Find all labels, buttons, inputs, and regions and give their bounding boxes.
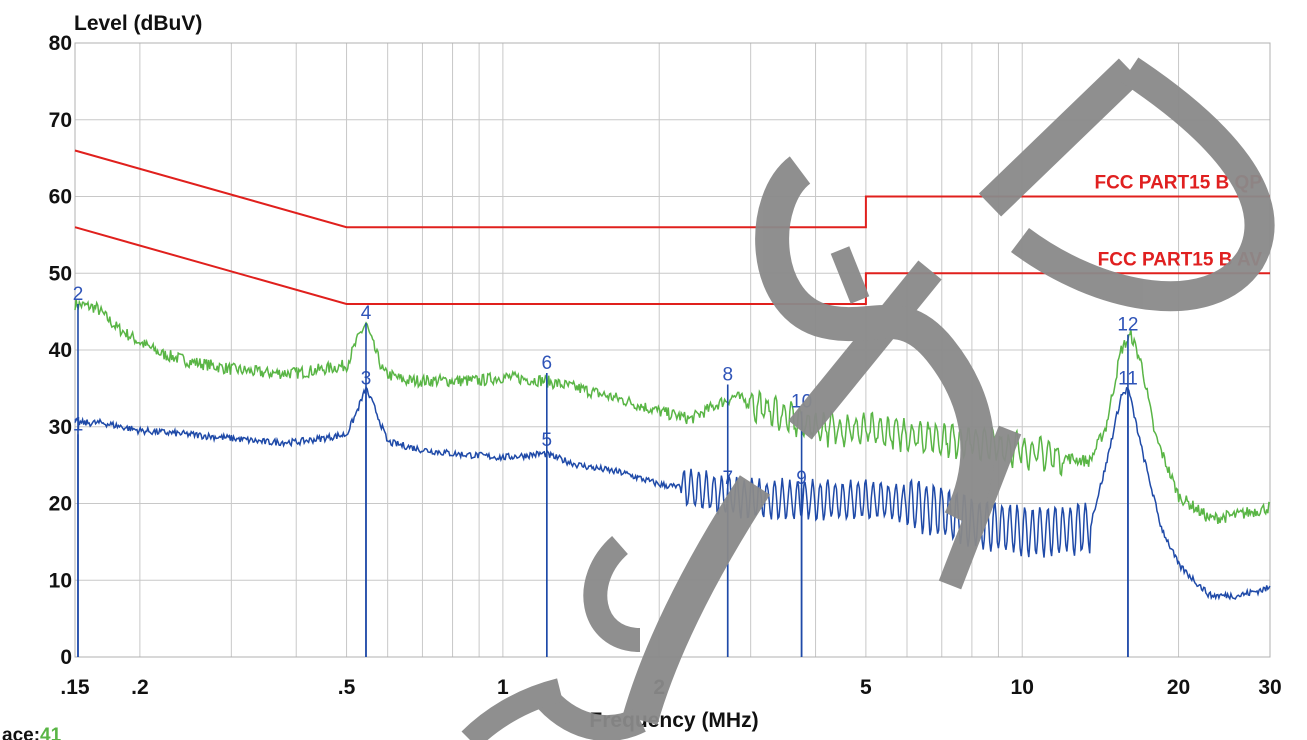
marker-label: 4 (361, 303, 372, 324)
y-axis-label: Level (dBuV) (74, 12, 202, 35)
marker-label: 2 (73, 284, 84, 305)
x-tick-label: 10 (1011, 676, 1034, 699)
x-tick-label: 1 (497, 676, 509, 699)
y-tick-label: 60 (49, 186, 72, 209)
limit-label: FCC PART15 B QP (1094, 173, 1262, 194)
trace-prefix: ace: (2, 725, 40, 740)
trace-blue (74, 385, 1271, 601)
limit-line (74, 149, 1270, 229)
grid (75, 42, 1271, 658)
y-tick-label: 0 (60, 646, 72, 669)
traces (74, 298, 1271, 601)
y-tick-label: 40 (49, 339, 72, 362)
x-tick-label: .5 (338, 676, 356, 699)
y-tick-label: 20 (49, 493, 72, 516)
x-tick-label: 20 (1167, 676, 1190, 699)
markers: 123456789101112 (73, 284, 1139, 657)
x-tick-label: .15 (60, 676, 90, 699)
limit-line (74, 226, 1270, 305)
watermark (461, 57, 1275, 740)
x-tick-label: 30 (1258, 676, 1281, 699)
y-tick-label: 10 (49, 569, 72, 592)
marker-label: 8 (722, 365, 733, 386)
x-tick-label: .2 (131, 676, 149, 699)
y-tick-label: 70 (49, 109, 72, 132)
trace-green (74, 298, 1271, 525)
x-tick-labels: .15.2.5 1 2 5 10 20 30 (60, 676, 1281, 699)
x-tick-label: 5 (860, 676, 872, 699)
y-tick-label: 80 (49, 32, 72, 55)
y-tick-labels: 0 10 20 30 40 50 60 70 80 (49, 32, 72, 669)
marker-label: 6 (542, 353, 553, 374)
trace-value: 41 (40, 725, 62, 740)
marker-label: 12 (1117, 315, 1138, 336)
y-tick-label: 50 (49, 262, 72, 285)
limit-label: FCC PART15 B AV (1098, 249, 1263, 270)
y-tick-label: 30 (49, 416, 72, 439)
